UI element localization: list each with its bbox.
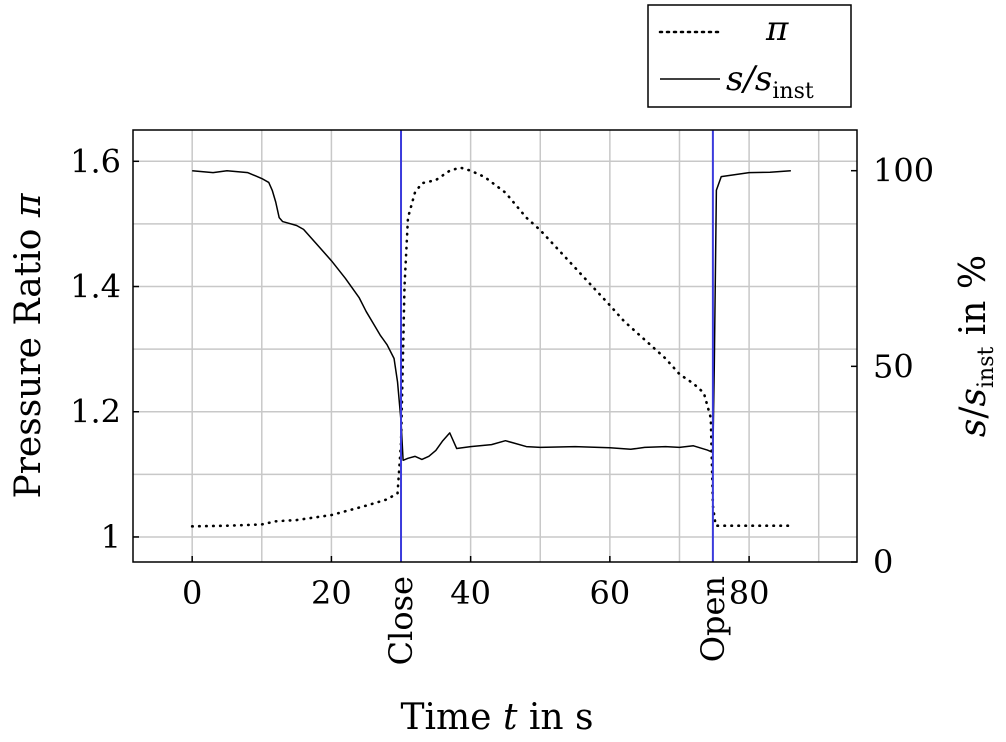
y-axis-right-label: s/sinst in % (953, 255, 999, 437)
y-axis-left-label: Pressure Ratio π (8, 192, 49, 498)
event-markers (400, 130, 714, 562)
y-left-tick-label: 1.2 (70, 393, 121, 431)
tick-labels: Close Open 0 20 40 60 80 1 1.2 1.4 1.6 0 50 100 (70, 142, 934, 665)
series-pi-line (190, 166, 793, 528)
y-left-tick-label: 1 (101, 518, 121, 556)
marker-label-open: Open (694, 576, 732, 662)
legend-pi-label: π (765, 9, 789, 49)
y-right-tick-label: 100 (873, 152, 934, 190)
grid (133, 130, 857, 562)
series-s-line (192, 169, 791, 462)
x-tick-label: 80 (729, 574, 770, 612)
y-left-tick-label: 1.6 (70, 142, 121, 180)
marker-label-close: Close (382, 576, 420, 665)
plot-frame (132, 129, 858, 563)
legend: π s/sinst (647, 4, 852, 108)
x-tick-label: 40 (450, 574, 491, 612)
y-right-tick-label: 0 (873, 543, 893, 581)
x-tick-label: 60 (590, 574, 631, 612)
x-axis-label: Time t in s (401, 697, 594, 738)
y-left-tick-label: 1.4 (70, 268, 121, 306)
x-tick-label: 0 (182, 574, 202, 612)
series-layer (190, 166, 793, 528)
y-right-tick-label: 50 (873, 347, 914, 385)
x-tick-label: 20 (311, 574, 352, 612)
